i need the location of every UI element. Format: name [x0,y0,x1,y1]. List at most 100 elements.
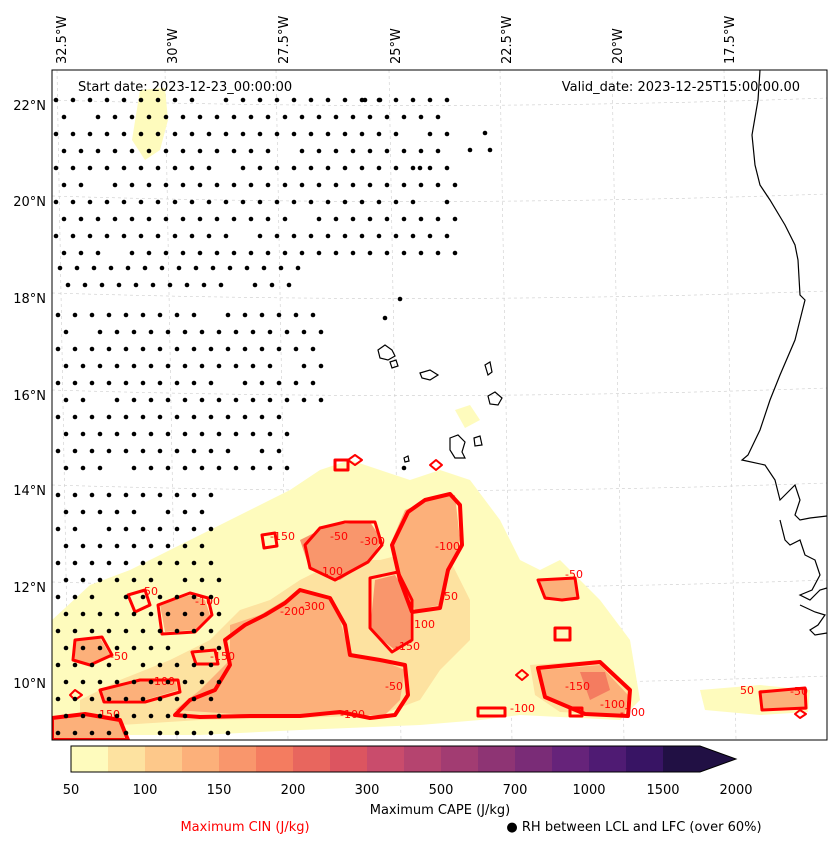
rh-dot [269,282,275,288]
rh-dot [284,465,290,471]
rh-dot [248,250,254,256]
rh-dot [242,346,248,352]
rh-dot [325,199,331,205]
rh-dot [123,414,129,420]
rh-dot [342,199,348,205]
rh-dot [55,560,61,566]
rh-dot [174,628,180,634]
rh-dot [482,130,488,136]
rh-dot [140,492,146,498]
rh-dot [206,199,212,205]
cin-contour-label: 50 [740,684,754,697]
rh-dot [165,431,171,437]
rh-dot [89,696,95,702]
cin-contour-label: -50 [440,590,458,603]
rh-dot [417,165,423,171]
cin-contour [98,678,182,704]
rh-dot [148,577,154,583]
rh-dot [259,346,265,352]
rh-dot [148,431,154,437]
rh-dot [318,397,324,403]
rh-dot [172,233,178,239]
rh-dot [72,492,78,498]
rh-dot [444,233,450,239]
rh-dot [410,97,416,103]
rh-dot [182,363,188,369]
cin-contour-layer [52,454,808,740]
rh-dot [393,165,399,171]
rh-dot [131,611,137,617]
rh-dot [55,628,61,634]
rh-dot [452,216,458,222]
rh-dot [206,131,212,137]
rh-dot [325,165,331,171]
rh-dot [157,662,163,668]
rh-dot [165,713,171,719]
rh-dot [240,97,246,103]
rh-dot [72,346,78,352]
rh-dot [106,492,112,498]
rh-dot [97,679,103,685]
rh-dot [333,114,339,120]
rh-legend-text: ● RH between LCL and LFC (over 60%) [506,820,761,835]
africa-coastline [779,519,827,601]
cin-contour-label: -150 [395,640,420,653]
rh-dot [199,329,205,335]
rh-dot [225,730,231,736]
colorbar-title: Maximum CAPE (J/kg) [370,803,510,818]
rh-dot-layer [53,97,493,736]
rh-dot [63,397,69,403]
rh-dot [131,431,137,437]
rh-dot [104,97,110,103]
rh-dot [325,233,331,239]
cin-contour-label: -50 [110,650,128,663]
rh-dot [199,645,205,651]
rh-dot [444,97,450,103]
rh-dot [55,312,61,318]
rh-dot [174,492,180,498]
rh-dot [284,329,290,335]
rh-dot [382,315,388,321]
rh-dot [55,662,61,668]
rh-dot [104,199,110,205]
rh-dot [72,526,78,532]
rh-dot [89,448,95,454]
rh-dot [350,148,356,154]
rh-dot [155,131,161,137]
rh-dot [182,465,188,471]
rh-dot [242,380,248,386]
rh-dot [140,414,146,420]
cape-high-region [390,495,460,610]
rh-dot [106,696,112,702]
rh-dot [157,492,163,498]
rh-dot [393,131,399,137]
rh-dot [248,182,254,188]
rh-dot [286,282,292,288]
rh-dot [359,199,365,205]
parallel-line [52,387,827,396]
rh-dot [208,696,214,702]
rh-dot [197,216,203,222]
rh-dot [182,611,188,617]
rh-dot [350,114,356,120]
rh-dot [276,380,282,386]
rh-dot [138,233,144,239]
rh-dot [174,594,180,600]
rh-dot [316,114,322,120]
rh-dot [199,543,205,549]
rh-dot [191,526,197,532]
rh-dot [276,414,282,420]
rh-dot [184,282,190,288]
rh-dot [165,543,171,549]
rh-dot [89,560,95,566]
rh-dot [155,199,161,205]
rh-dot [165,397,171,403]
rh-dot [99,282,105,288]
rh-dot [174,312,180,318]
rh-dot [72,448,78,454]
rh-dot [199,431,205,437]
rh-dot [274,131,280,137]
rh-dot [174,526,180,532]
rh-dot [182,679,188,685]
rh-dot [274,233,280,239]
